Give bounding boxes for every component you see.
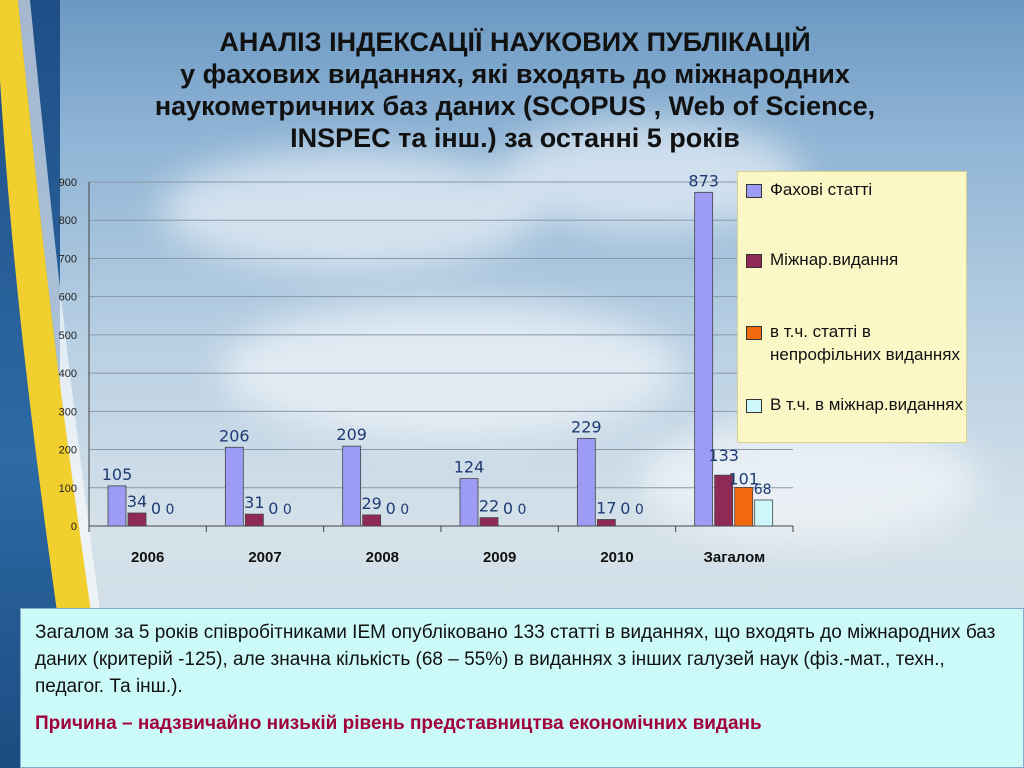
legend-label: Фахові статті (770, 180, 873, 199)
title-line: у фахових виданнях, які входять до міжна… (180, 59, 850, 89)
summary-text: Загалом за 5 років співробітниками ІЕМ о… (35, 622, 996, 697)
data-label: 17 (596, 499, 616, 518)
data-label: 34 (127, 492, 147, 511)
y-tick-label: 900 (59, 177, 77, 189)
bar (244, 513, 264, 527)
x-tick-label: 2010 (600, 549, 633, 566)
data-label: 105 (102, 465, 133, 484)
data-label: 0 (283, 502, 292, 518)
bar (694, 191, 714, 527)
bar (459, 478, 479, 527)
bar (714, 474, 734, 527)
bar (127, 512, 147, 527)
y-tick-label: 700 (59, 253, 77, 265)
data-label: 29 (361, 494, 381, 513)
summary-textbox: Загалом за 5 років співробітниками ІЕМ о… (20, 608, 1024, 768)
legend-label: в т.ч. статті в непрофільних виданнях (770, 322, 960, 364)
x-tick-label: 2006 (131, 549, 164, 566)
data-label: 31 (244, 493, 264, 512)
title-line: INSPEC та інш.) за останні 5 років (290, 123, 740, 153)
cause-text: Причина – надзвичайно низькій рівень пре… (35, 713, 762, 734)
legend-swatch (746, 399, 762, 413)
x-tick-label: 2009 (483, 549, 516, 566)
data-label: 209 (336, 425, 367, 444)
y-tick-label: 200 (59, 445, 77, 457)
legend-swatch (746, 326, 762, 340)
data-label: 0 (151, 499, 161, 518)
legend-item: в т.ч. статті в непрофільних виданнях (746, 320, 970, 366)
data-label: 0 (166, 502, 175, 518)
y-tick-label: 500 (59, 330, 77, 342)
legend-swatch (746, 184, 762, 198)
y-tick-label: 300 (59, 406, 77, 418)
bar (734, 486, 754, 527)
y-tick-label: 600 (59, 292, 77, 304)
title-line: АНАЛІЗ ІНДЕКСАЦІЇ НАУКОВИХ ПУБЛІКАЦІЙ (219, 27, 811, 57)
legend-item: Міжнар.видання (746, 248, 970, 271)
decorative-yellow-band (0, 0, 120, 768)
y-tick-label: 400 (59, 368, 77, 380)
bar (754, 499, 774, 527)
legend-item: Фахові статті (746, 178, 970, 201)
legend-swatch (746, 254, 762, 268)
data-label: 0 (503, 499, 513, 518)
legend-item: В т.ч. в міжнар.виданнях (746, 393, 970, 416)
x-tick-label: 2008 (366, 549, 399, 566)
legend-label: Міжнар.видання (770, 250, 899, 269)
data-label: 0 (518, 502, 527, 518)
data-label: 206 (219, 426, 250, 445)
data-label: 133 (708, 446, 739, 465)
legend-label: В т.ч. в міжнар.виданнях (770, 395, 963, 414)
bar (596, 519, 616, 527)
bar (576, 438, 596, 527)
data-label: 0 (268, 499, 278, 518)
data-label: 229 (571, 417, 602, 436)
data-label: 68 (754, 482, 772, 498)
x-tick-label: Загалом (703, 549, 765, 566)
chart-legend: Фахові статті Міжнар.видання в т.ч. стат… (737, 171, 967, 443)
y-tick-label: 800 (59, 215, 77, 227)
bar (479, 517, 499, 527)
data-label: 22 (479, 497, 499, 516)
data-label: 124 (454, 458, 485, 477)
data-label: 0 (400, 502, 409, 518)
y-tick-label: 0 (71, 521, 77, 533)
bar (342, 445, 362, 527)
bar (224, 446, 244, 527)
data-label: 873 (688, 171, 719, 190)
data-label: 0 (620, 499, 630, 518)
slide-title: АНАЛІЗ ІНДЕКСАЦІЇ НАУКОВИХ ПУБЛІКАЦІЙ у … (40, 26, 990, 154)
title-line: наукометричних баз даних (SCOPUS , Web o… (154, 91, 876, 121)
data-label: 101 (728, 469, 759, 488)
bar (362, 514, 382, 527)
data-label: 0 (635, 502, 644, 518)
y-tick-label: 100 (59, 483, 77, 495)
bar (107, 485, 127, 527)
x-tick-label: 2007 (248, 549, 281, 566)
data-label: 0 (386, 499, 396, 518)
